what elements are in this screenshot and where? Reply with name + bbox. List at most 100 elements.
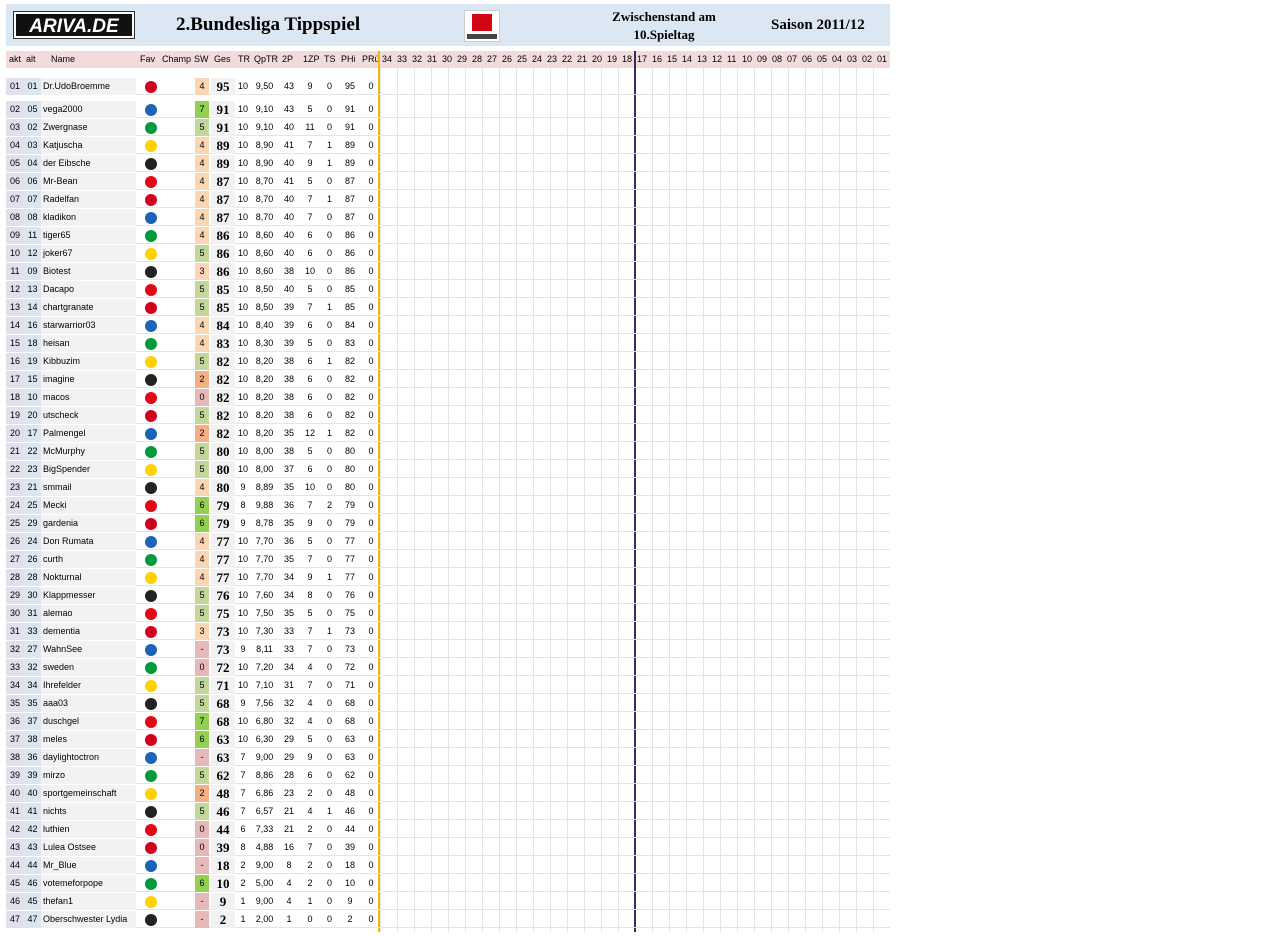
player-name[interactable]: utscheck — [41, 407, 136, 424]
table-row[interactable]: 40 40 sportgemeinschaft 2 48 7 6,86 23 2 0 48 0 — [6, 785, 890, 802]
player-name[interactable]: mirzo — [41, 767, 136, 784]
player-name[interactable]: Ihrefelder — [41, 677, 136, 694]
player-name[interactable]: smmail — [41, 479, 136, 496]
column-header[interactable]: Name — [51, 54, 76, 64]
player-name[interactable]: alemao — [41, 605, 136, 622]
table-row[interactable]: 36 37 duschgel 7 68 10 6,80 32 4 0 68 0 — [6, 713, 890, 730]
column-header[interactable]: Champ — [162, 54, 192, 64]
table-row[interactable]: 33 32 sweden 0 72 10 7,20 34 4 0 72 0 — [6, 659, 890, 676]
player-name[interactable]: luthien — [41, 821, 136, 838]
table-row[interactable]: 47 47 Oberschwester Lydia -2 1 2,00 1 0 0 2 0 — [6, 911, 890, 928]
table-row[interactable]: 21 22 McMurphy 5 80 10 8,00 38 5 0 80 0 — [6, 443, 890, 460]
ariva-logo[interactable]: ARIVA.DE — [13, 11, 135, 39]
column-header[interactable]: alt — [26, 54, 36, 64]
player-name[interactable]: Dacapo — [41, 281, 136, 298]
player-name[interactable]: Lulea Ostsee — [41, 839, 136, 856]
player-name[interactable]: sportgemeinschaft — [41, 785, 136, 802]
player-name[interactable]: dementia — [41, 623, 136, 640]
table-row[interactable]: 08 08 kladikon 4 87 10 8,70 40 7 0 87 0 — [6, 209, 890, 226]
table-row[interactable]: 26 24 Don Rumata 4 77 10 7,70 36 5 0 77 0 — [6, 533, 890, 550]
table-row[interactable]: 39 39 mirzo 5 62 7 8,86 28 6 0 62 0 — [6, 767, 890, 784]
table-row[interactable]: 45 46 votemeforpope 6 10 2 5,00 4 2 0 10 0 — [6, 875, 890, 892]
table-row[interactable]: 28 28 Nokturnal 4 77 10 7,70 34 9 1 77 0 — [6, 569, 890, 586]
table-row[interactable]: 44 44 Mr_Blue -18 2 9,00 8 2 0 18 0 — [6, 857, 890, 874]
player-name[interactable]: chartgranate — [41, 299, 136, 316]
player-name[interactable]: Mr-Bean — [41, 173, 136, 190]
column-header[interactable]: SW — [194, 54, 209, 64]
table-row[interactable]: 22 23 BigSpender 5 80 10 8,00 37 6 0 80 0 — [6, 461, 890, 478]
player-name[interactable]: sweden — [41, 659, 136, 676]
player-name[interactable]: meles — [41, 731, 136, 748]
table-row[interactable]: 38 36 daylightoctron -63 7 9,00 29 9 0 63 0 — [6, 749, 890, 766]
player-name[interactable]: der Eibsche — [41, 155, 136, 172]
player-name[interactable]: curth — [41, 551, 136, 568]
table-row[interactable]: 23 21 smmail 4 80 9 8,89 35 10 0 80 0 — [6, 479, 890, 496]
table-row[interactable]: 11 09 Biotest 3 86 10 8,60 38 10 0 86 0 — [6, 263, 890, 280]
column-header[interactable]: akt — [9, 54, 22, 64]
player-name[interactable]: Oberschwester Lydia — [41, 911, 136, 928]
table-row[interactable]: 16 19 Kibbuzim 5 82 10 8,20 38 6 1 82 0 — [6, 353, 890, 370]
column-header[interactable]: 1ZP — [303, 54, 320, 64]
player-name[interactable]: macos — [41, 389, 136, 406]
table-row[interactable]: 18 10 macos 0 82 10 8,20 38 6 0 82 0 — [6, 389, 890, 406]
player-name[interactable]: Mecki — [41, 497, 136, 514]
player-name[interactable]: starwarrior03 — [41, 317, 136, 334]
table-row[interactable]: 27 26 curth 4 77 10 7,70 35 7 0 77 0 — [6, 551, 890, 568]
player-name[interactable]: Biotest — [41, 263, 136, 280]
player-name[interactable]: tiger65 — [41, 227, 136, 244]
player-name[interactable]: Nokturnal — [41, 569, 136, 586]
player-name[interactable]: Don Rumata — [41, 533, 136, 550]
table-row[interactable]: 17 15 imagine 2 82 10 8,20 38 6 0 82 0 — [6, 371, 890, 388]
column-header[interactable]: PHi — [341, 54, 356, 64]
player-name[interactable]: Kibbuzim — [41, 353, 136, 370]
player-name[interactable]: Radelfan — [41, 191, 136, 208]
table-row[interactable]: 25 29 gardenia 6 79 9 8,78 35 9 0 79 0 — [6, 515, 890, 532]
table-row[interactable]: 30 31 alemao 5 75 10 7,50 35 5 0 75 0 — [6, 605, 890, 622]
table-row[interactable]: 02 05 vega2000 7 91 10 9,10 43 5 0 91 0 — [6, 101, 890, 118]
player-name[interactable]: Klappmesser — [41, 587, 136, 604]
player-name[interactable]: Zwergnase — [41, 119, 136, 136]
table-row[interactable]: 46 45 thefan1-9 1 9,00 4 1 0 9 0 — [6, 893, 890, 910]
table-row[interactable]: 05 04 der Eibsche 4 89 10 8,90 40 9 1 89 0 — [6, 155, 890, 172]
player-name[interactable]: duschgel — [41, 713, 136, 730]
table-row[interactable]: 41 41 nichts 5 46 7 6,57 21 4 1 46 0 — [6, 803, 890, 820]
player-name[interactable]: BigSpender — [41, 461, 136, 478]
player-name[interactable]: McMurphy — [41, 443, 136, 460]
column-header[interactable]: 2P — [282, 54, 294, 64]
column-header[interactable]: Ges — [214, 54, 231, 64]
player-name[interactable]: Dr.UdoBroemme — [41, 78, 136, 95]
table-row[interactable]: 07 07 Radelfan 4 87 10 8,70 40 7 1 87 0 — [6, 191, 890, 208]
player-name[interactable]: imagine — [41, 371, 136, 388]
player-name[interactable]: Mr_Blue — [41, 857, 136, 874]
table-row[interactable]: 06 06 Mr-Bean 4 87 10 8,70 41 5 0 87 0 — [6, 173, 890, 190]
table-row[interactable]: 29 30 Klappmesser 5 76 10 7,60 34 8 0 76 0 — [6, 587, 890, 604]
column-header[interactable]: Fav — [140, 54, 156, 64]
column-header[interactable]: TS — [324, 54, 336, 64]
table-row[interactable]: 20 17 Palmengel 2 82 10 8,20 35 12 1 82 0 — [6, 425, 890, 442]
table-row[interactable]: 32 27 WahnSee -73 9 8,11 33 7 0 73 0 — [6, 641, 890, 658]
table-row[interactable]: 14 16 starwarrior03 4 84 10 8,40 39 6 0 84 0 — [6, 317, 890, 334]
table-row[interactable]: 10 12 joker67 5 86 10 8,60 40 6 0 86 0 — [6, 245, 890, 262]
player-name[interactable]: gardenia — [41, 515, 136, 532]
table-row[interactable]: 15 18 heisan 4 83 10 8,30 39 5 0 83 0 — [6, 335, 890, 352]
player-name[interactable]: votemeforpope — [41, 875, 136, 892]
table-row[interactable]: 01 01 Dr.UdoBroemme 4 95 10 9,50 43 9 0 95 0 — [6, 78, 890, 95]
table-row[interactable]: 43 43 Lulea Ostsee 0 39 8 4,88 16 7 0 39 0 — [6, 839, 890, 856]
player-name[interactable]: Palmengel — [41, 425, 136, 442]
player-name[interactable]: Katjuscha — [41, 137, 136, 154]
table-row[interactable]: 42 42 luthien 0 44 6 7,33 21 2 0 44 0 — [6, 821, 890, 838]
player-name[interactable]: heisan — [41, 335, 136, 352]
table-row[interactable]: 12 13 Dacapo 5 85 10 8,50 40 5 0 85 0 — [6, 281, 890, 298]
table-row[interactable]: 13 14 chartgranate 5 85 10 8,50 39 7 1 85 0 — [6, 299, 890, 316]
player-name[interactable]: WahnSee — [41, 641, 136, 658]
table-row[interactable]: 19 20 utscheck 5 82 10 8,20 38 6 0 82 0 — [6, 407, 890, 424]
column-header[interactable]: PRü — [362, 54, 380, 64]
table-row[interactable]: 04 03 Katjuscha 4 89 10 8,90 41 7 1 89 0 — [6, 137, 890, 154]
column-header[interactable]: TR — [238, 54, 250, 64]
table-row[interactable]: 35 35 aaa03 5 68 9 7,56 32 4 0 68 0 — [6, 695, 890, 712]
table-row[interactable]: 03 02 Zwergnase 5 91 10 9,10 40 11 0 91 0 — [6, 119, 890, 136]
player-name[interactable]: joker67 — [41, 245, 136, 262]
table-row[interactable]: 34 34 Ihrefelder 5 71 10 7,10 31 7 0 71 0 — [6, 677, 890, 694]
table-row[interactable]: 37 38 meles 6 63 10 6,30 29 5 0 63 0 — [6, 731, 890, 748]
player-name[interactable]: thefan1 — [41, 893, 136, 910]
